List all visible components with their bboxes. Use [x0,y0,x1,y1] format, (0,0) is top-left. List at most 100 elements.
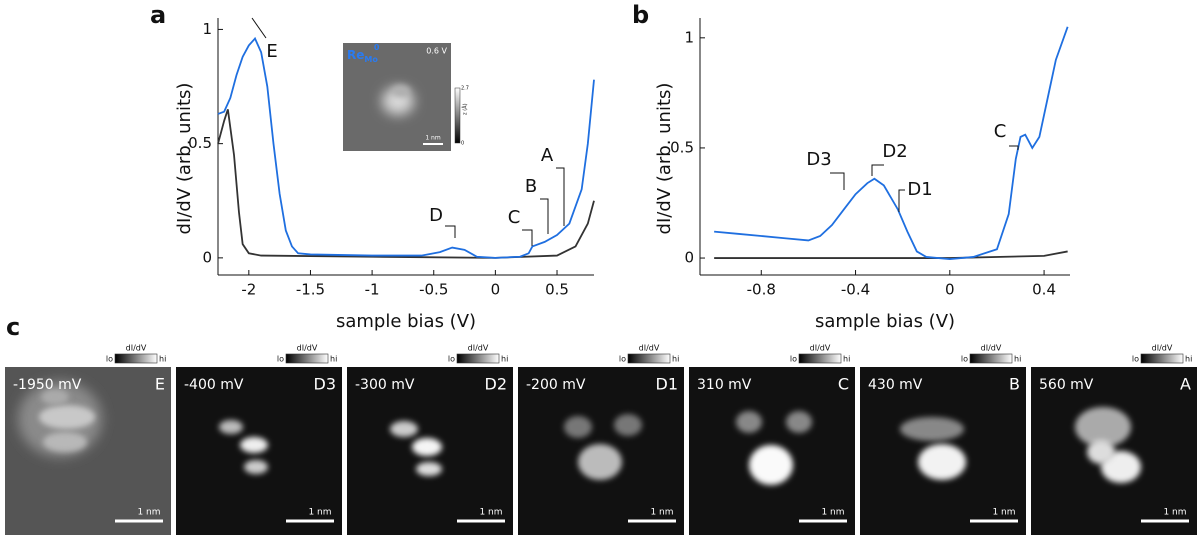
image-bias: 560 mV [1039,377,1094,393]
data-line [714,250,1068,259]
x-tick-label: -0.5 [419,281,448,299]
colorbar-lo: lo [1132,355,1139,364]
inset-cbar-title: z (Å) [462,103,469,115]
stm-feature [614,414,642,436]
annotation-leader [556,167,565,226]
scalebar-label: 1 nm [1163,508,1186,518]
colorbar-title: dI/dV [1152,344,1173,353]
colorbar-lo: lo [448,355,455,364]
stm-feature [1075,407,1131,447]
colorbar-hi: hi [1185,355,1192,364]
stm-feature [39,405,95,429]
data-line [217,36,595,259]
colorbar-title: dI/dV [981,344,1002,353]
stm-feature [749,445,793,485]
colorbar [285,353,329,364]
y-axis-label: dI/dV (arb. units) [174,83,195,235]
y-tick-label: 0 [684,249,694,267]
annotation: C [508,207,521,228]
colorbar-hi: hi [159,355,166,364]
colorbar-lo: lo [277,355,284,364]
colorbar-hi: hi [1014,355,1021,364]
image-bias: 310 mV [697,377,752,393]
annotation-leader [898,189,905,212]
panel-letter: a [150,1,166,29]
colorbar-lo: lo [106,355,113,364]
x-tick-label: 0.4 [1032,281,1056,299]
image-bias: -200 mV [526,377,586,393]
stm-feature [736,411,762,433]
inset-label-part: 0 [374,43,380,52]
colorbar-hi: hi [330,355,337,364]
annotation: D3 [806,149,831,170]
annotation: D2 [882,141,907,162]
annotation: D1 [907,179,932,200]
y-tick-label: 1 [684,28,694,46]
annotation-leader [540,198,549,234]
x-axis-label: sample bias (V) [336,311,476,332]
stm-feature [918,444,966,480]
colorbar-hi: hi [501,355,508,364]
stm-feature [900,417,964,441]
figure-content: a -2 -1.5 -1 -0.5 0 0.5 0 0.5 1 sample bias (V) dI/… [5,1,1197,535]
y-tick-label: 0 [202,248,212,266]
inset-label: ReMo 0 [347,43,380,64]
colorbar [456,353,500,364]
annotation: D [429,205,443,226]
x-tick-label: -2 [241,281,256,299]
stm-feature [416,462,442,476]
stm-feature [240,437,268,453]
image-label: B [1009,375,1020,394]
colorbar [969,353,1013,364]
scalebar-label: 1 nm [479,508,502,518]
colorbar [627,353,671,364]
colorbar-lo: lo [619,355,626,364]
stm-feature [578,444,622,480]
x-tick-label: 0 [945,281,955,299]
annotation: C [994,121,1007,142]
stm-feature [219,420,243,434]
stm-feature [390,421,418,437]
inset-colorbar [454,87,461,144]
image-label: D1 [656,375,679,394]
stm-feature [41,389,69,405]
stm-feature [786,411,812,433]
x-tick-label: -1.5 [296,281,325,299]
y-tick-label: 1 [202,20,212,38]
image-label: E [155,375,165,394]
inset-bias: 0.6 V [426,47,447,56]
y-tick-label: 0.5 [670,138,694,156]
colorbar-title: dI/dV [297,344,318,353]
annotation-leader [830,172,845,190]
colorbar-title: dI/dV [810,344,831,353]
scalebar-label: 1 nm [650,508,673,518]
image-bias: 430 mV [868,377,923,393]
annotation-leader [522,229,533,246]
colorbar-hi: hi [672,355,679,364]
inset-label-part: Mo [364,55,378,64]
colorbar-lo: lo [790,355,797,364]
image-bias: -400 mV [184,377,244,393]
x-tick-label: -0.8 [747,281,776,299]
stm-feature [1087,440,1115,464]
inset-cbar-min: 0 [461,141,464,147]
stm-feature [244,460,268,474]
x-tick-label: 0.5 [545,281,569,299]
image-label: A [1180,375,1191,394]
data-line [714,26,1069,261]
x-axis-label: sample bias (V) [815,311,955,332]
annotation-leader [251,17,267,39]
x-tick-label: -1 [365,281,380,299]
image-bias: -300 mV [355,377,415,393]
data-line [217,109,595,259]
colorbar-title: dI/dV [126,344,147,353]
scalebar-label: 1 nm [137,508,160,518]
colorbar [114,353,158,364]
annotation: E [266,41,277,62]
panel-letter: c [6,313,20,341]
annotation: A [541,145,554,166]
annotation-leader [445,225,456,238]
image-bias: -1950 mV [13,377,82,393]
stm-feature [564,416,592,438]
image-label: D3 [314,375,337,394]
